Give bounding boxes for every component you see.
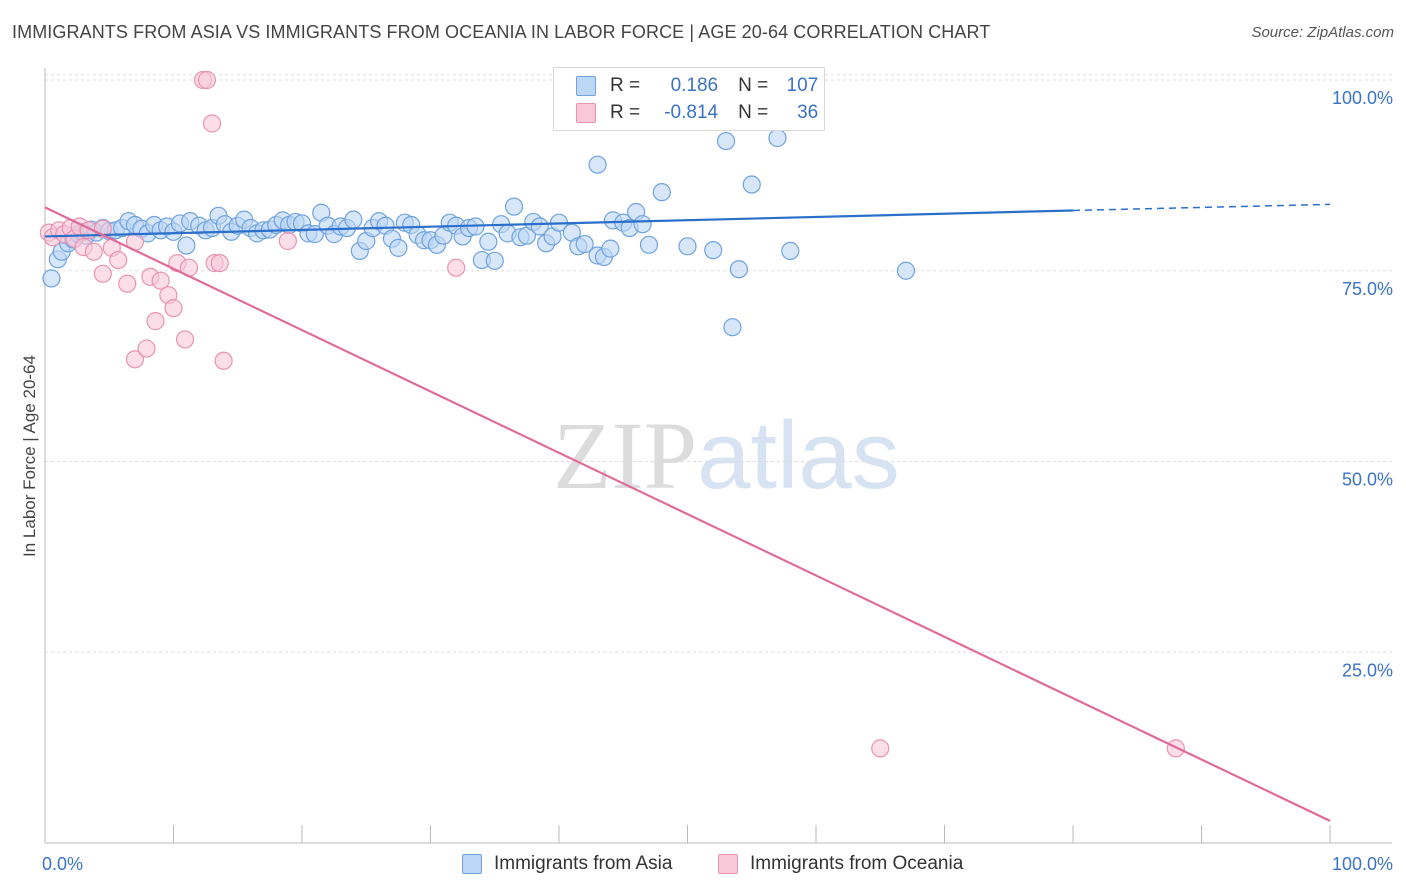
legend-row-oceania: R = -0.814 N = 36	[576, 100, 818, 126]
oceania-data-point	[146, 312, 165, 331]
r-label: R =	[610, 102, 641, 123]
y-tick-label: 100.0%	[1332, 88, 1393, 108]
oceania-legend-label: Immigrants from Oceania	[750, 853, 964, 874]
oceania-data-point	[175, 330, 195, 349]
tick-labels: 100.0% 75.0% 50.0% 25.0% 0.0% 100.0%	[42, 88, 1393, 874]
asia-data-point	[729, 260, 749, 279]
trend-lines	[44, 203, 1331, 822]
asia-data-point	[42, 269, 61, 288]
oceania-data-point	[93, 264, 112, 283]
oceania-data-point	[164, 299, 183, 318]
y-axis-label: In Labor Force | Age 20-64	[20, 355, 39, 557]
oceania-data-point	[447, 258, 466, 277]
oceania-r-value: -0.814	[664, 102, 719, 123]
asia-trend-line	[44, 209, 1074, 238]
asia-data-point	[768, 128, 787, 148]
asia-data-point	[479, 232, 498, 251]
asia-trend-extension	[1072, 203, 1331, 212]
oceania-swatch	[576, 103, 596, 123]
asia-swatch	[576, 76, 596, 96]
oceania-data-point	[125, 350, 145, 369]
asia-data-point	[896, 261, 916, 280]
asia-n-value: 107	[786, 75, 819, 96]
y-tick-label: 25.0%	[1342, 660, 1393, 680]
n-label: N =	[738, 102, 769, 123]
asia-data-point	[530, 217, 549, 236]
asia-data-point	[678, 237, 697, 256]
asia-data-point	[177, 236, 196, 255]
oceania-trend-line	[44, 206, 1331, 822]
oceania-n-value: 36	[797, 102, 819, 123]
asia-data-point	[639, 235, 659, 254]
asia-data-point	[781, 241, 800, 261]
asia-data-point	[704, 241, 723, 260]
watermark: ZIPatlas	[553, 402, 900, 509]
oceania-data-point	[84, 242, 103, 261]
oceania-data-point	[202, 114, 222, 133]
asia-data-point	[716, 131, 736, 151]
grid-lines	[45, 74, 1392, 653]
oceania-data-point	[118, 274, 137, 293]
y-tick-label: 75.0%	[1342, 279, 1393, 299]
oceania-data-point	[278, 231, 297, 251]
y-tick-label: 50.0%	[1342, 470, 1393, 490]
asia-legend-label: Immigrants from Asia	[494, 853, 673, 874]
asia-data-point	[633, 215, 652, 234]
asia-data-point	[652, 183, 671, 202]
r-label: R =	[610, 75, 641, 96]
asia-data-point	[601, 239, 620, 258]
x-tick-label-min: 0.0%	[42, 854, 83, 874]
asia-legend-swatch	[462, 854, 482, 874]
oceania-data-point	[210, 254, 229, 273]
asia-data-point	[742, 175, 761, 194]
oceania-data-point	[214, 351, 233, 370]
legend-item-oceania: Immigrants from Oceania	[718, 851, 963, 877]
oceania-data-point	[197, 70, 217, 90]
asia-data-point	[485, 251, 504, 270]
oceania-data-point	[137, 339, 156, 358]
n-label: N =	[738, 75, 769, 96]
legend-row-asia: R = 0.186 N = 107	[576, 73, 818, 99]
oceania-data-point	[151, 271, 170, 290]
source-credit: Source: ZipAtlas.com	[1251, 24, 1394, 41]
asia-r-value: 0.186	[670, 75, 719, 96]
oceania-data-point	[109, 250, 128, 270]
asia-data-point	[575, 234, 594, 254]
axes	[44, 68, 1392, 844]
stats-legend: R = 0.186 N = 107 R = -0.814 N = 36	[553, 67, 825, 131]
oceania-legend-swatch	[718, 854, 738, 874]
asia-data-point	[723, 318, 742, 337]
asia-data-point	[504, 197, 524, 216]
asia-data-point	[389, 238, 408, 257]
series-oceania-points	[39, 70, 1185, 758]
asia-data-point	[588, 155, 607, 174]
x-tick-label-max: 100.0%	[1332, 854, 1393, 874]
chart-title: IMMIGRANTS FROM ASIA VS IMMIGRANTS FROM …	[12, 22, 991, 42]
legend-item-asia: Immigrants from Asia	[462, 851, 672, 877]
oceania-data-point	[871, 739, 890, 758]
asia-data-point	[344, 210, 363, 229]
